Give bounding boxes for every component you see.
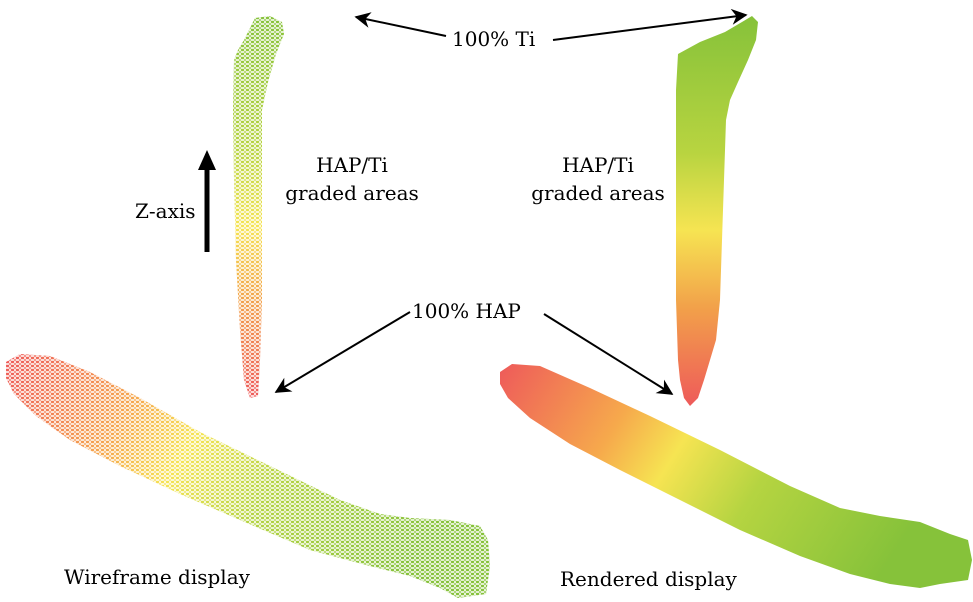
label-graded-left-line1: HAP/Ti: [316, 153, 388, 177]
label-ti: 100% Ti: [452, 27, 535, 51]
ti-arrows: [354, 8, 748, 41]
rendered-stem: [676, 16, 758, 406]
label-graded-right-line1: HAP/Ti: [562, 153, 634, 177]
rendered-body: [500, 364, 972, 588]
label-graded-left-line2: graded areas: [285, 181, 419, 205]
z-axis-arrow: [198, 150, 216, 252]
label-wireframe: Wireframe display: [64, 565, 251, 589]
wireframe-stem: [233, 16, 284, 398]
label-hap: 100% HAP: [412, 299, 521, 323]
hap-arrows: [274, 311, 674, 395]
wireframe-body: [6, 354, 490, 598]
label-rendered: Rendered display: [560, 567, 738, 591]
label-z-axis: Z-axis: [135, 199, 196, 223]
label-graded-right-line2: graded areas: [531, 181, 665, 205]
